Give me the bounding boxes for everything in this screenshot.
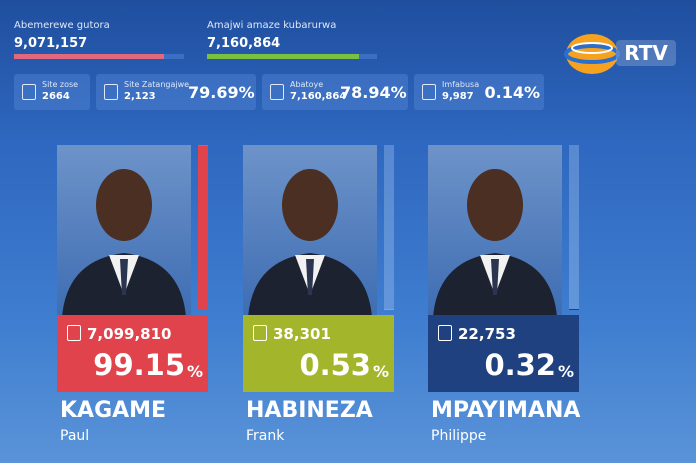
stat-percent: 79.69% [188,83,255,102]
share-unit: % [373,362,390,381]
ballot-icon [67,325,81,341]
first-name: Philippe [431,428,487,444]
first-name: Paul [60,428,90,444]
share: 99.15 [93,348,185,382]
stat-box [14,74,90,110]
photo [57,145,191,317]
registered-bar [14,54,184,59]
stat-label: Imfabusa [442,80,480,89]
stat-percent: 78.94% [340,83,407,102]
registered-value: 9,071,157 [14,36,88,51]
stat-icon [270,84,284,100]
portrait [248,169,372,317]
result-box [57,315,208,392]
share: 0.32 [484,348,556,382]
ballot-icon [438,325,452,341]
stat-label: Site zose [42,80,79,89]
stat-box [96,74,256,110]
portrait [433,169,557,317]
logo-text: RTV [624,41,668,65]
votes: 22,753 [458,325,516,343]
stat-count: 2664 [42,91,70,102]
stat-icon [104,84,118,100]
photo [428,145,562,317]
result-box [243,315,394,392]
share-bar [198,146,208,310]
portrait [62,169,186,317]
bar-track [384,145,394,310]
stat-label: Site Zatangajwe [124,80,190,89]
first-name: Frank [246,428,285,444]
stat-icon [22,84,36,100]
stat-count: 2,123 [124,91,156,102]
result-box [428,315,579,392]
share: 0.53 [299,348,371,382]
stat-count: 9,987 [442,91,474,102]
logo: RTV [564,34,676,74]
stat-label: Abatoye [290,80,324,89]
bar-track [569,145,579,310]
photo [243,145,377,317]
counted-label: Amajwi amaze kubarurwa [207,20,337,31]
share-bar [569,309,579,310]
stat-count: 7,160,864 [290,91,347,102]
stat-icon [422,84,436,100]
surname: HABINEZA [246,398,373,423]
votes: 38,301 [273,325,331,343]
ballot-icon [253,325,267,341]
stat-box [262,74,408,110]
counted-value: 7,160,864 [207,36,281,51]
registered-label: Abemerewe gutora [14,20,110,31]
share-bar [384,309,394,310]
stat-percent: 0.14% [484,83,540,102]
votes: 7,099,810 [87,325,172,343]
surname: KAGAME [60,398,167,423]
share-unit: % [187,362,204,381]
counted-bar [207,54,377,59]
share-unit: % [558,362,575,381]
surname: MPAYIMANA [431,398,581,423]
